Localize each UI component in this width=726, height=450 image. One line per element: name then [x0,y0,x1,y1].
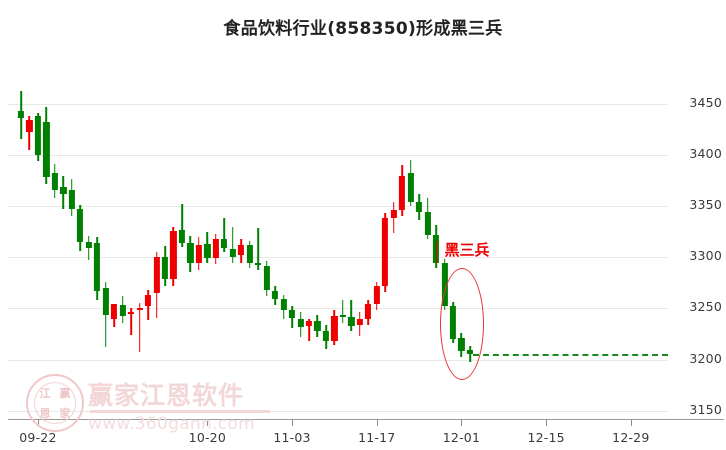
candle-body [424,212,431,235]
candle-wick [223,218,226,253]
candle-wick [130,308,132,335]
candle-wick [104,281,107,348]
support-line [472,354,668,357]
page-title: 食品饮料行业(858350)形成黑三兵 [223,19,503,39]
candle-wick [231,226,234,264]
x-axis-tick [546,419,548,426]
candle-body [288,310,296,318]
gridline [8,206,668,208]
gridline [8,104,668,105]
candle-body [77,209,84,242]
x-axis-label: 11-03 [273,430,311,445]
pattern-annotation-label: 黑三兵 [444,240,490,259]
y-axis-label: 3150 [689,401,722,417]
candle-body [272,291,279,300]
x-axis-tick [37,419,39,426]
y-axis-label: 3350 [689,197,722,213]
candle-body [26,120,33,132]
candle-body [297,318,304,327]
candle-body [119,305,126,316]
candle-body [305,320,313,326]
candle-body [187,242,194,264]
candle-body [128,312,135,315]
candle-body [407,173,414,203]
x-axis-label: 09-22 [19,430,57,445]
candle-body [339,314,346,317]
y-axis-label: 3400 [689,146,722,162]
gridline [8,308,668,310]
candle-body [331,315,338,342]
y-axis-label: 3450 [689,95,722,110]
candle-body [102,287,109,315]
x-axis-tick [376,419,378,426]
candle-body [94,242,101,292]
x-axis-tick [461,419,463,426]
candle-body [60,186,67,194]
candle-body [280,299,287,311]
candle-body [390,210,397,219]
candle-body [51,173,58,190]
y-axis-label: 3200 [689,350,722,366]
candle-body [441,263,448,307]
candle-body [178,229,186,243]
candle-wick [342,300,344,323]
candle-body [365,304,372,319]
candle-wick [350,300,353,331]
candle-body [382,218,389,286]
candle-body [85,241,92,249]
candle-body [17,111,25,119]
candle-body [348,316,355,326]
candle-body [144,295,152,307]
candle-body [170,230,177,279]
y-axis-label: 3300 [689,248,722,264]
x-axis-tick [630,419,632,426]
candle-wick [308,318,310,342]
candle-body [314,320,321,331]
candle-body [195,245,202,264]
x-axis-tick [292,419,294,426]
gridline [8,410,668,412]
x-axis-label: 11-17 [358,430,396,445]
candle-body [153,257,160,294]
candle-wick [138,303,141,353]
pattern-highlight-ellipse [440,267,485,380]
candle-body [136,308,143,311]
x-axis-label: 12-29 [612,430,650,445]
x-axis-label: 12-01 [442,430,481,445]
candle-body [263,266,270,290]
candle-wick [28,116,31,150]
candle-body [229,249,236,258]
candle-body [373,285,380,305]
candle-body [399,175,406,211]
x-axis-tick [207,419,209,426]
candle-body [255,263,262,266]
x-axis-label: 10-20 [188,430,226,445]
candle-body [212,238,219,259]
candle-body [246,245,253,264]
x-axis-baseline [8,419,724,420]
candle-body [238,245,245,256]
y-axis-label: 3250 [689,299,722,315]
gridline [8,155,668,157]
candle-body [161,257,169,279]
gridline [8,359,668,361]
candle-body [415,202,423,213]
x-axis-label: 12-15 [527,430,565,445]
candle-body [322,330,329,342]
candle-body [356,318,363,325]
candle-body [34,116,42,156]
candle-body [221,238,228,249]
candle-body [204,244,211,259]
candle-wick [257,227,259,270]
candle-body [43,122,50,177]
plot-area: 黑三兵 [8,60,668,418]
candle-wick [181,204,183,248]
gridline [8,257,668,259]
candle-body [68,189,75,210]
candle-body [111,304,118,319]
annotation-tick [436,240,438,263]
